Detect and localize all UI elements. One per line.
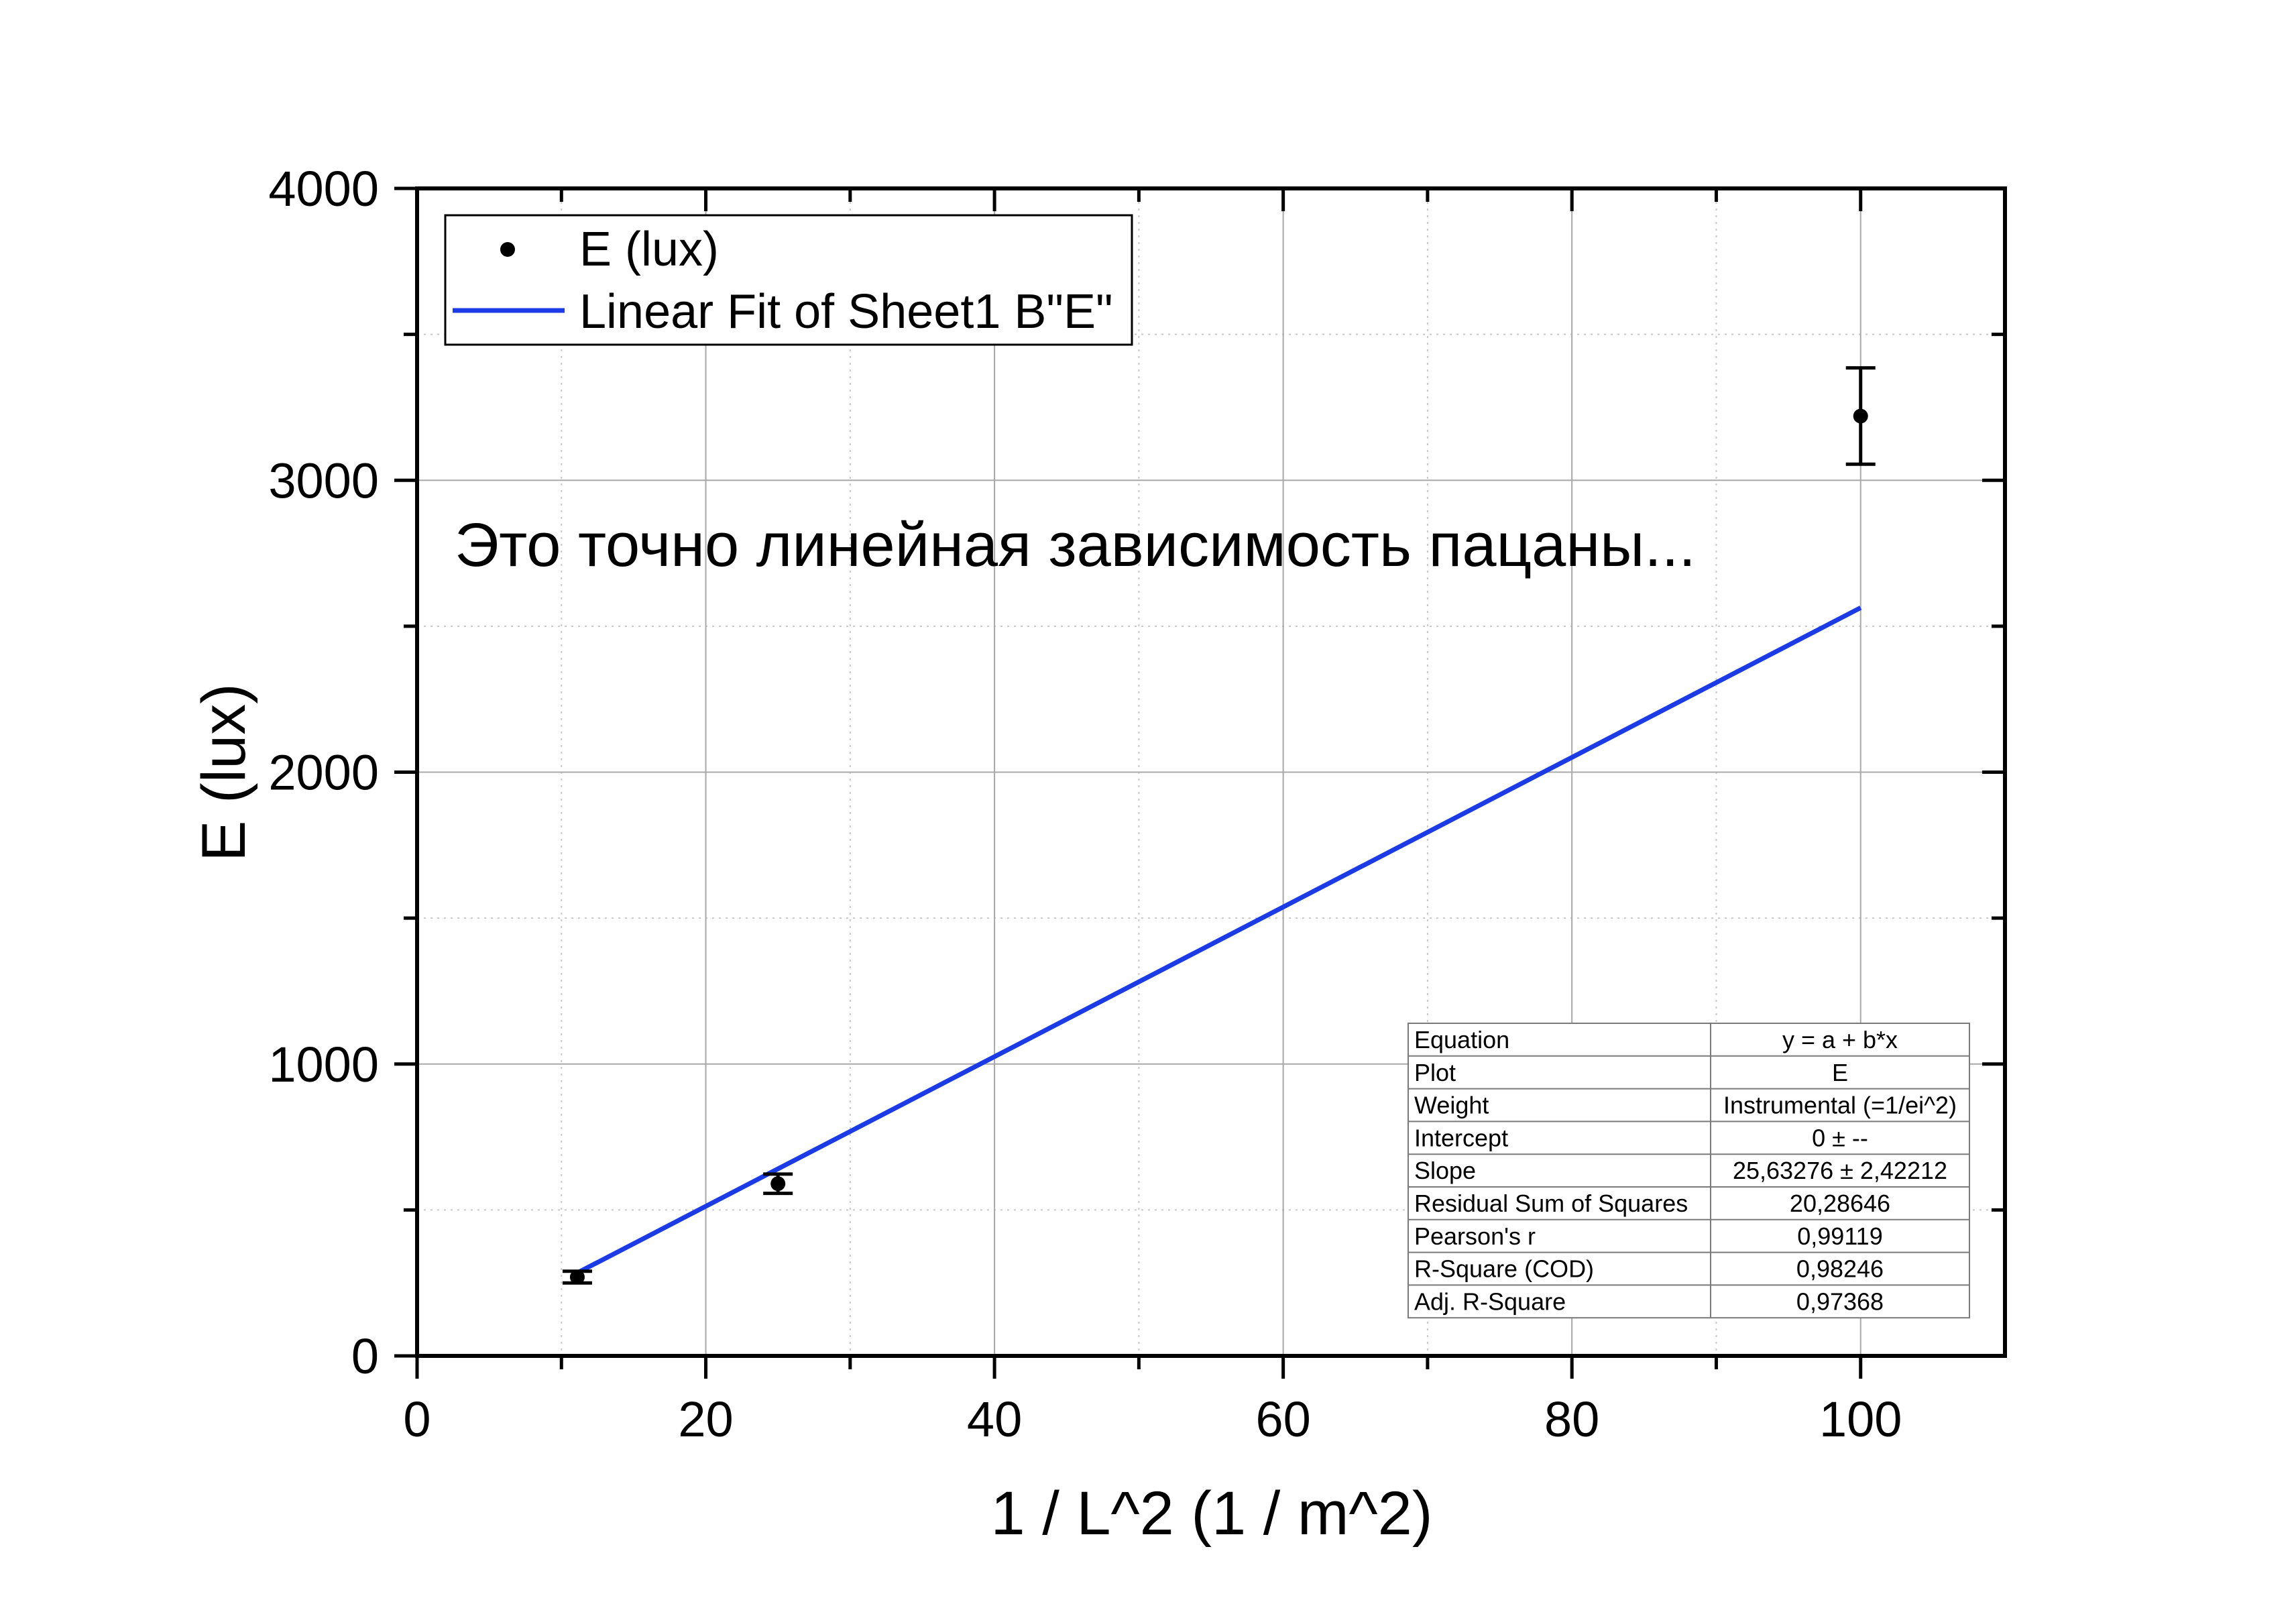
y-tick-label: 0 bbox=[351, 1328, 379, 1384]
data-point bbox=[1853, 408, 1868, 424]
legend-marker-point bbox=[500, 242, 515, 257]
fit-table-cell-value: 20,28646 bbox=[1790, 1190, 1890, 1217]
y-axis-title: E (lux) bbox=[190, 683, 258, 862]
x-tick-label: 60 bbox=[1255, 1391, 1310, 1447]
fit-table-frame bbox=[1408, 1023, 1970, 1319]
fit-table-cell-label: Weight bbox=[1414, 1092, 1489, 1119]
x-tick-label: 80 bbox=[1544, 1391, 1599, 1447]
fit-table-cell-value: 0 ± -- bbox=[1812, 1124, 1868, 1151]
x-tick-label: 20 bbox=[678, 1391, 733, 1447]
fit-table-cell-label: R-Square (COD) bbox=[1414, 1255, 1594, 1283]
x-axis-title: 1 / L^2 (1 / m^2) bbox=[990, 1479, 1432, 1548]
fit-table-cell-label: Equation bbox=[1414, 1026, 1509, 1053]
legend-box bbox=[444, 214, 1133, 346]
y-tick-label: 4000 bbox=[268, 161, 379, 217]
legend-label: E (lux) bbox=[579, 223, 719, 276]
fit-line bbox=[576, 606, 1862, 1275]
fit-table-cell-label: Residual Sum of Squares bbox=[1414, 1190, 1688, 1217]
fit-table-cell-value: Instrumental (=1/ei^2) bbox=[1723, 1092, 1957, 1119]
fit-table-cell-label: Pearson's r bbox=[1414, 1222, 1536, 1250]
annotation-text: Это точно линейная зависимость пацаны... bbox=[455, 511, 1696, 579]
y-tick-label: 1000 bbox=[268, 1037, 379, 1092]
y-tick-label: 3000 bbox=[268, 453, 379, 508]
fit-table-cell-value: y = a + b*x bbox=[1782, 1026, 1898, 1053]
fit-table-cell-value: E bbox=[1832, 1059, 1848, 1086]
fit-table-cell-label: Slope bbox=[1414, 1157, 1476, 1184]
fit-table-cell-label: Plot bbox=[1414, 1059, 1456, 1086]
data-point bbox=[569, 1269, 585, 1285]
fit-table-cell-label: Intercept bbox=[1414, 1124, 1508, 1151]
legend: E (lux) Linear Fit of Sheet1 B"E" bbox=[444, 214, 1133, 346]
fit-table-cell-label: Adj. R-Square bbox=[1414, 1287, 1566, 1315]
y-tick-label: 2000 bbox=[268, 745, 379, 801]
legend-label: Linear Fit of Sheet1 B"E" bbox=[579, 285, 1113, 339]
x-tick-label: 40 bbox=[967, 1391, 1022, 1447]
data-points-layer bbox=[562, 366, 1876, 1285]
fit-results-table: Equation y = a + b*x Plot E Weight Instrument… bbox=[1408, 1023, 1970, 1319]
fit-table-cell-value: 0,99119 bbox=[1797, 1222, 1882, 1250]
x-tick-label: 100 bbox=[1819, 1391, 1902, 1447]
fit-table-cell-value: 0,97368 bbox=[1796, 1287, 1884, 1315]
x-tick-label: 0 bbox=[403, 1391, 431, 1447]
fit-line-layer bbox=[576, 606, 1862, 1275]
fit-table-cell-value: 25,63276 ± 2,42212 bbox=[1733, 1157, 1947, 1184]
data-point bbox=[770, 1176, 786, 1192]
fit-table-cell-value: 0,98246 bbox=[1796, 1255, 1884, 1283]
